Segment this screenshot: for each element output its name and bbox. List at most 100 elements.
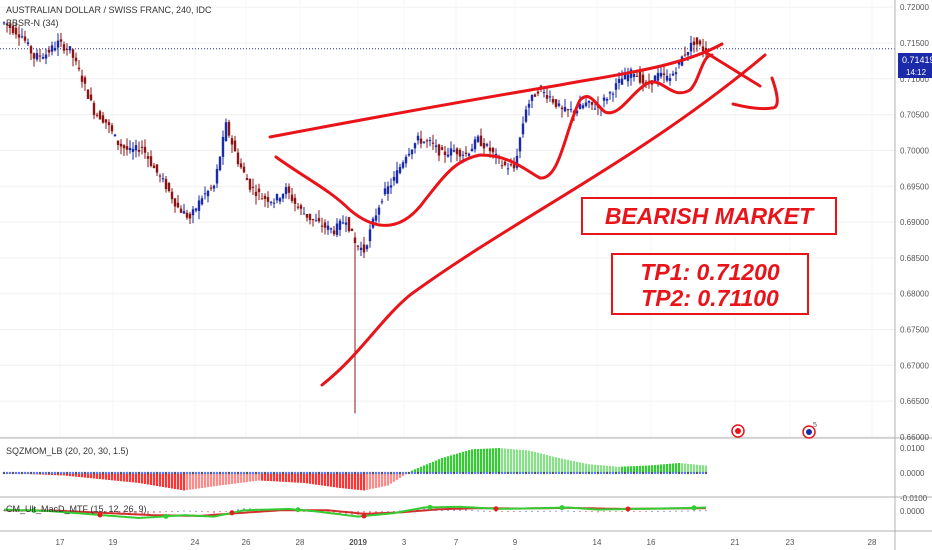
candle-body bbox=[215, 168, 219, 184]
sqzmom-dot bbox=[575, 471, 579, 475]
sqzmom-bar bbox=[293, 473, 297, 483]
sqzmom-bar bbox=[80, 473, 84, 478]
candle-body bbox=[443, 151, 447, 156]
sqzmom-dot bbox=[143, 471, 147, 475]
sqzmom-bar bbox=[497, 448, 501, 473]
macd-histogram-bar bbox=[459, 508, 461, 511]
sqzmom-bar bbox=[551, 456, 555, 473]
sqzmom-bar bbox=[593, 464, 597, 473]
sqzmom-bar bbox=[455, 453, 459, 473]
take-profit-annotation[interactable]: TP1: 0.71200 TP2: 0.71100 bbox=[611, 253, 809, 315]
sqzmom-dot bbox=[512, 471, 516, 475]
sqzmom-bar bbox=[443, 457, 447, 473]
sqzmom-dot bbox=[149, 471, 153, 475]
macd-histogram-bar bbox=[657, 510, 659, 512]
sqzmom-dot bbox=[2, 471, 6, 475]
sqzmom-bar bbox=[494, 448, 498, 473]
sqzmom-dot bbox=[53, 471, 57, 475]
target-hook-drawing[interactable] bbox=[731, 76, 779, 111]
sqzmom-bar bbox=[131, 473, 135, 483]
sqzmom-bar bbox=[254, 473, 258, 481]
sqzmom-dot bbox=[185, 471, 189, 475]
candle-body bbox=[548, 96, 552, 98]
sqzmom-bar bbox=[587, 464, 591, 473]
macd-histogram-bar bbox=[597, 511, 599, 513]
trend-drawings[interactable] bbox=[268, 42, 779, 387]
bearish-projection-line[interactable] bbox=[703, 50, 762, 88]
sqzmom-bar bbox=[113, 473, 117, 481]
sqzmom-dot bbox=[146, 471, 150, 475]
sqzmom-bar bbox=[560, 458, 564, 473]
sqzmom-dot bbox=[92, 471, 96, 475]
y-tick-label: 0.68500 bbox=[900, 254, 929, 263]
sqzmom-dot bbox=[107, 471, 111, 475]
sqzmom-bar bbox=[458, 452, 462, 473]
macd-histogram-bar bbox=[705, 510, 707, 512]
sqzmom-dot bbox=[479, 471, 483, 475]
macd-histogram-bar bbox=[375, 511, 377, 513]
candle-body bbox=[47, 49, 51, 53]
macd-histogram-bar bbox=[507, 511, 509, 512]
candle-body bbox=[287, 186, 291, 193]
macd-histogram-bar bbox=[663, 510, 665, 512]
sqzmom-dot bbox=[533, 471, 537, 475]
sqzmom-bar bbox=[323, 473, 327, 486]
macd-histogram-bar bbox=[339, 511, 341, 515]
candle-body bbox=[311, 218, 315, 220]
sqzmom-dot bbox=[74, 471, 78, 475]
sqzmom-bar bbox=[260, 473, 264, 481]
sqzmom-dot bbox=[71, 471, 75, 475]
candle-body bbox=[152, 165, 156, 169]
sqzmom-dot bbox=[698, 471, 702, 475]
lower-channel-line[interactable] bbox=[320, 53, 767, 387]
sqzmom-bar bbox=[248, 473, 252, 482]
sqzmom-dot bbox=[392, 471, 396, 475]
sqzmom-bar bbox=[506, 448, 510, 473]
sqzmom-dot bbox=[269, 471, 273, 475]
sqzmom-dot bbox=[386, 471, 390, 475]
x-tick-label: 21 bbox=[731, 538, 740, 547]
candle-body bbox=[260, 198, 264, 200]
candle-body bbox=[494, 153, 498, 156]
zigzag-price-drawing[interactable] bbox=[274, 53, 714, 227]
sqzmom-bar bbox=[152, 473, 156, 486]
sqzmom-bar bbox=[488, 448, 492, 473]
macd-histogram-bar bbox=[483, 510, 485, 512]
candle-body bbox=[236, 152, 240, 165]
sqzmom-dot bbox=[104, 471, 108, 475]
candle-body bbox=[155, 164, 159, 173]
sqzmom-dot bbox=[380, 471, 384, 475]
candle-body bbox=[221, 136, 225, 157]
event-icon-flag[interactable]: 5 bbox=[802, 422, 817, 439]
sqzmom-bar bbox=[599, 465, 603, 473]
sqzmom-dot bbox=[584, 471, 588, 475]
sqzmom-dot bbox=[416, 471, 420, 475]
candle-body bbox=[398, 167, 402, 174]
sqzmom-dot bbox=[161, 471, 165, 475]
sqzmom-dot bbox=[236, 471, 240, 475]
sqzmom-dot bbox=[401, 471, 405, 475]
sqzmom-bar bbox=[671, 463, 675, 473]
x-tick-label: 16 bbox=[647, 538, 656, 547]
macd-tick-label: 0.0000 bbox=[900, 507, 925, 516]
sqzmom-dot bbox=[551, 471, 555, 475]
sqzmom-bar bbox=[83, 473, 87, 478]
candle-body bbox=[566, 109, 570, 111]
macd-histogram-bar bbox=[207, 511, 209, 513]
sqzmom-dot bbox=[662, 471, 666, 475]
bearish-annotation[interactable]: BEARISH MARKET bbox=[581, 197, 837, 235]
candle-body bbox=[263, 195, 267, 200]
candle-body bbox=[74, 57, 78, 62]
sqzmom-bar bbox=[383, 473, 387, 487]
upper-channel-line[interactable] bbox=[268, 42, 724, 139]
candle-body bbox=[350, 228, 354, 231]
sqzmom-dot bbox=[407, 471, 411, 475]
sqzmom-bar bbox=[530, 451, 534, 473]
sqzmom-dot bbox=[530, 471, 534, 475]
candle-body bbox=[620, 78, 624, 85]
sqzmom-dot bbox=[68, 471, 72, 475]
event-icon-alert[interactable] bbox=[731, 424, 745, 438]
candle-body bbox=[485, 144, 489, 146]
candle-body bbox=[32, 53, 36, 59]
